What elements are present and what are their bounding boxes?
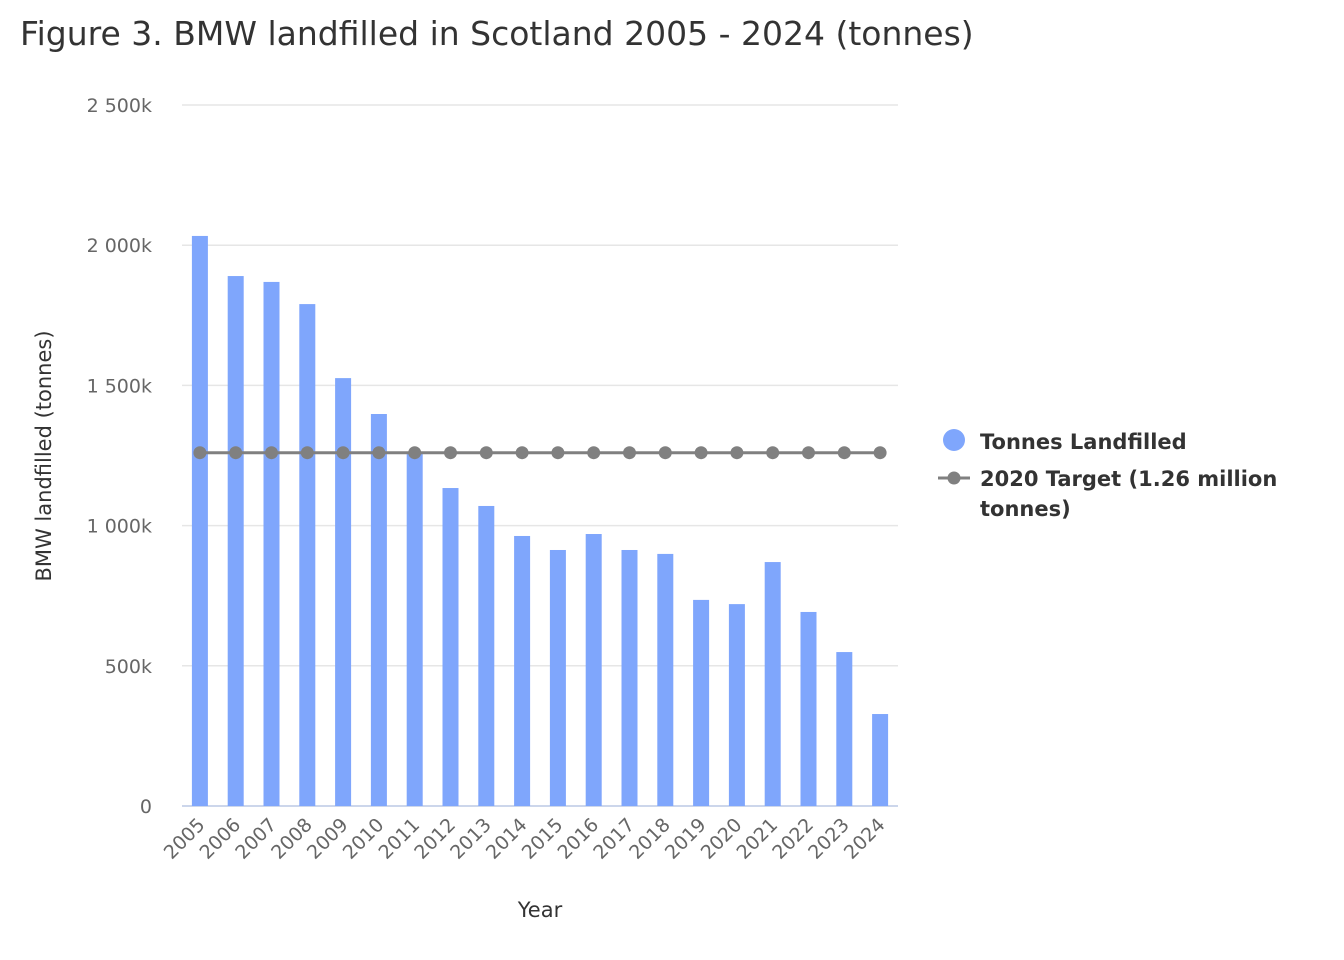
y-axis-ticks: 0 500k 1 000k 1 500k 2 000k 2 500k <box>87 95 152 818</box>
y-axis-title: BMW landfilled (tonnes) <box>32 330 56 581</box>
target-marker <box>766 446 780 460</box>
bar-2023 <box>836 652 853 806</box>
bar-2017 <box>621 549 638 806</box>
bar-2009 <box>335 378 352 806</box>
legend: Tonnes Landfilled 2020 Target (1.26 milli… <box>938 429 1277 521</box>
bar-series <box>191 235 889 807</box>
target-marker <box>837 446 851 460</box>
x-tick-label: 2021 <box>732 814 782 864</box>
target-marker <box>336 446 350 460</box>
x-tick-label: 2017 <box>589 814 639 864</box>
x-tick-label: 2013 <box>446 814 496 864</box>
target-marker <box>193 446 207 460</box>
x-tick-label: 2023 <box>804 814 854 864</box>
x-tick-label: 2010 <box>339 814 389 864</box>
bar-2013 <box>478 505 495 806</box>
x-tick-label: 2022 <box>768 814 818 864</box>
y-tick-label: 1 500k <box>87 375 152 397</box>
target-marker <box>873 446 887 460</box>
target-marker <box>623 446 636 460</box>
target-marker <box>802 446 815 460</box>
target-marker <box>444 446 457 460</box>
bar-2014 <box>514 535 531 806</box>
x-tick-label: 2018 <box>625 814 675 864</box>
target-marker <box>372 446 386 460</box>
x-tick-label: 2019 <box>661 814 711 864</box>
x-axis-ticks: 2005200620072008200920102011201220132014… <box>160 814 890 864</box>
x-tick-label: 2006 <box>195 814 245 864</box>
bar-2024 <box>872 714 889 806</box>
bar-2010 <box>370 414 387 806</box>
bar-2016 <box>585 534 602 806</box>
target-marker <box>229 446 243 460</box>
target-marker <box>658 446 672 460</box>
bar-2011 <box>406 452 423 806</box>
bar-2018 <box>657 553 674 806</box>
target-marker <box>730 446 744 460</box>
bar-2008 <box>299 304 316 806</box>
legend-bar-symbol <box>943 429 965 451</box>
x-tick-label: 2012 <box>410 814 460 864</box>
y-tick-label: 2 500k <box>87 95 152 117</box>
bar-2006 <box>227 276 244 806</box>
x-tick-label: 2009 <box>303 814 353 864</box>
target-marker <box>479 446 493 460</box>
bar-2012 <box>442 488 459 806</box>
bar-2021 <box>764 562 781 806</box>
legend-label-target: 2020 Target (1.26 million <box>980 467 1277 491</box>
chart-title: Figure 3. BMW landfilled in Scotland 200… <box>20 14 974 53</box>
target-line-series <box>193 446 887 460</box>
x-tick-label: 2016 <box>553 814 603 864</box>
bar-2020 <box>728 604 745 806</box>
target-marker <box>300 446 314 460</box>
target-marker <box>265 446 278 460</box>
y-tick-label: 0 <box>140 796 152 818</box>
x-tick-label: 2011 <box>374 814 424 864</box>
bar-2005 <box>191 235 208 807</box>
x-tick-label: 2005 <box>160 814 210 864</box>
legend-label-target-cont: tonnes) <box>980 497 1071 521</box>
legend-label-tonnes: Tonnes Landfilled <box>980 430 1187 454</box>
x-tick-label: 2008 <box>267 814 317 864</box>
x-tick-label: 2020 <box>697 814 747 864</box>
y-tick-label: 500k <box>105 656 152 678</box>
x-tick-label: 2015 <box>518 814 568 864</box>
legend-line-marker <box>947 471 961 485</box>
target-marker <box>587 446 601 460</box>
bar-2007 <box>263 281 280 807</box>
x-tick-label: 2014 <box>482 814 532 864</box>
gridlines <box>182 104 898 807</box>
bar-2015 <box>549 549 566 806</box>
target-marker <box>408 446 422 460</box>
target-marker <box>694 446 708 460</box>
target-marker <box>551 446 565 460</box>
bar-2022 <box>800 611 817 806</box>
x-tick-label: 2007 <box>231 814 281 864</box>
bar-2019 <box>693 599 710 806</box>
target-marker <box>515 446 529 460</box>
x-tick-label: 2024 <box>840 814 890 864</box>
y-tick-label: 2 000k <box>87 235 152 257</box>
x-axis-title: Year <box>517 898 563 922</box>
y-tick-label: 1 000k <box>87 516 152 538</box>
